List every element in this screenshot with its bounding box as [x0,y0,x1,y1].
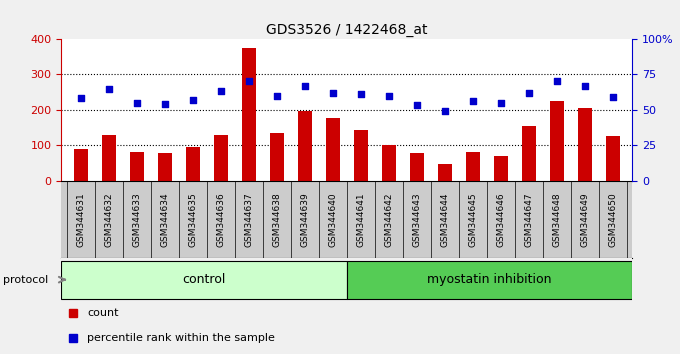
Point [384,93,394,98]
Bar [130,152,143,181]
Bar [158,153,172,181]
Text: GSM344645: GSM344645 [469,192,477,247]
Text: GSM344633: GSM344633 [133,192,141,247]
Point [299,83,310,88]
Text: count: count [87,308,118,318]
Point [524,90,534,96]
Point [271,93,282,98]
Bar [102,135,116,181]
Point [467,98,478,104]
Point [579,83,590,88]
Bar [410,153,424,181]
Text: GSM344647: GSM344647 [524,192,533,247]
Text: GSM344632: GSM344632 [104,192,114,247]
Point [551,79,562,84]
Bar [550,101,564,181]
Text: GSM344646: GSM344646 [496,192,505,247]
Bar [74,149,88,181]
Text: GSM344642: GSM344642 [384,192,393,247]
Bar [214,135,228,181]
Bar [494,156,508,181]
Bar [438,164,452,181]
Text: GSM344631: GSM344631 [76,192,85,247]
Text: control: control [182,273,226,286]
Point [131,100,142,105]
Text: GSM344644: GSM344644 [441,192,449,247]
Point [607,94,618,100]
Title: GDS3526 / 1422468_at: GDS3526 / 1422468_at [266,23,428,36]
Bar [606,136,619,181]
Bar [326,118,340,181]
Text: myostatin inhibition: myostatin inhibition [427,273,552,286]
Bar [522,126,536,181]
Point [188,97,199,103]
Bar [354,130,368,181]
Text: GSM344634: GSM344634 [160,192,169,247]
Point [103,86,114,91]
Text: GSM344638: GSM344638 [272,192,282,247]
Bar [270,133,284,181]
Bar [242,48,256,181]
Point [159,101,170,107]
Point [216,88,226,94]
Bar [466,152,480,181]
Bar [347,261,632,299]
Bar [61,261,347,299]
Point [439,108,450,114]
Text: GSM344648: GSM344648 [552,192,561,247]
Text: protocol: protocol [3,275,49,285]
Text: GSM344641: GSM344641 [356,192,365,247]
Point [356,91,367,97]
Bar [298,111,312,181]
Point [327,90,338,96]
Text: GSM344650: GSM344650 [609,192,617,247]
Text: percentile rank within the sample: percentile rank within the sample [87,333,275,343]
Point [75,96,86,101]
Bar [578,108,592,181]
Bar [381,145,396,181]
Text: GSM344640: GSM344640 [328,192,337,247]
Text: GSM344636: GSM344636 [216,192,225,247]
Text: GSM344635: GSM344635 [188,192,197,247]
Text: GSM344643: GSM344643 [412,192,422,247]
Text: GSM344649: GSM344649 [580,192,590,247]
Text: GSM344639: GSM344639 [301,192,309,247]
Text: GSM344637: GSM344637 [244,192,253,247]
Point [495,100,506,105]
Bar [186,147,200,181]
Point [411,103,422,108]
Point [243,79,254,84]
